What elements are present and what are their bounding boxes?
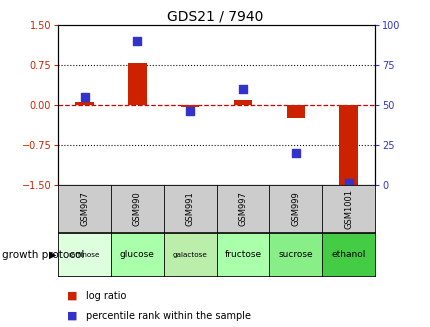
- Point: [239, 86, 246, 91]
- Text: fructose: fructose: [224, 250, 261, 259]
- Text: glucose: glucose: [120, 250, 154, 259]
- Text: GSM1001: GSM1001: [343, 189, 352, 229]
- Bar: [338, 105, 357, 185]
- Point: [344, 181, 351, 186]
- Text: GSM991: GSM991: [185, 191, 194, 226]
- Bar: [181, 105, 199, 107]
- Text: GSM997: GSM997: [238, 191, 247, 226]
- Text: GDS21 / 7940: GDS21 / 7940: [167, 10, 263, 24]
- Text: sucrose: sucrose: [278, 250, 312, 259]
- Text: GSM907: GSM907: [80, 191, 89, 226]
- Text: GSM990: GSM990: [132, 191, 141, 226]
- Bar: [75, 102, 94, 105]
- Point: [81, 94, 88, 99]
- Text: GSM999: GSM999: [291, 191, 300, 226]
- Point: [186, 109, 193, 114]
- Point: [134, 38, 141, 43]
- Text: galactose: galactose: [172, 251, 207, 258]
- Text: ▶: ▶: [49, 250, 56, 260]
- Bar: [128, 63, 146, 105]
- Bar: [286, 105, 304, 118]
- Text: ■: ■: [67, 291, 77, 301]
- Text: ethanol: ethanol: [331, 250, 365, 259]
- Text: percentile rank within the sample: percentile rank within the sample: [86, 311, 251, 320]
- Text: raffinose: raffinose: [69, 251, 100, 258]
- Point: [292, 150, 298, 155]
- Text: log ratio: log ratio: [86, 291, 126, 301]
- Text: growth protocol: growth protocol: [2, 250, 84, 260]
- Bar: [233, 100, 252, 105]
- Text: ■: ■: [67, 311, 77, 320]
